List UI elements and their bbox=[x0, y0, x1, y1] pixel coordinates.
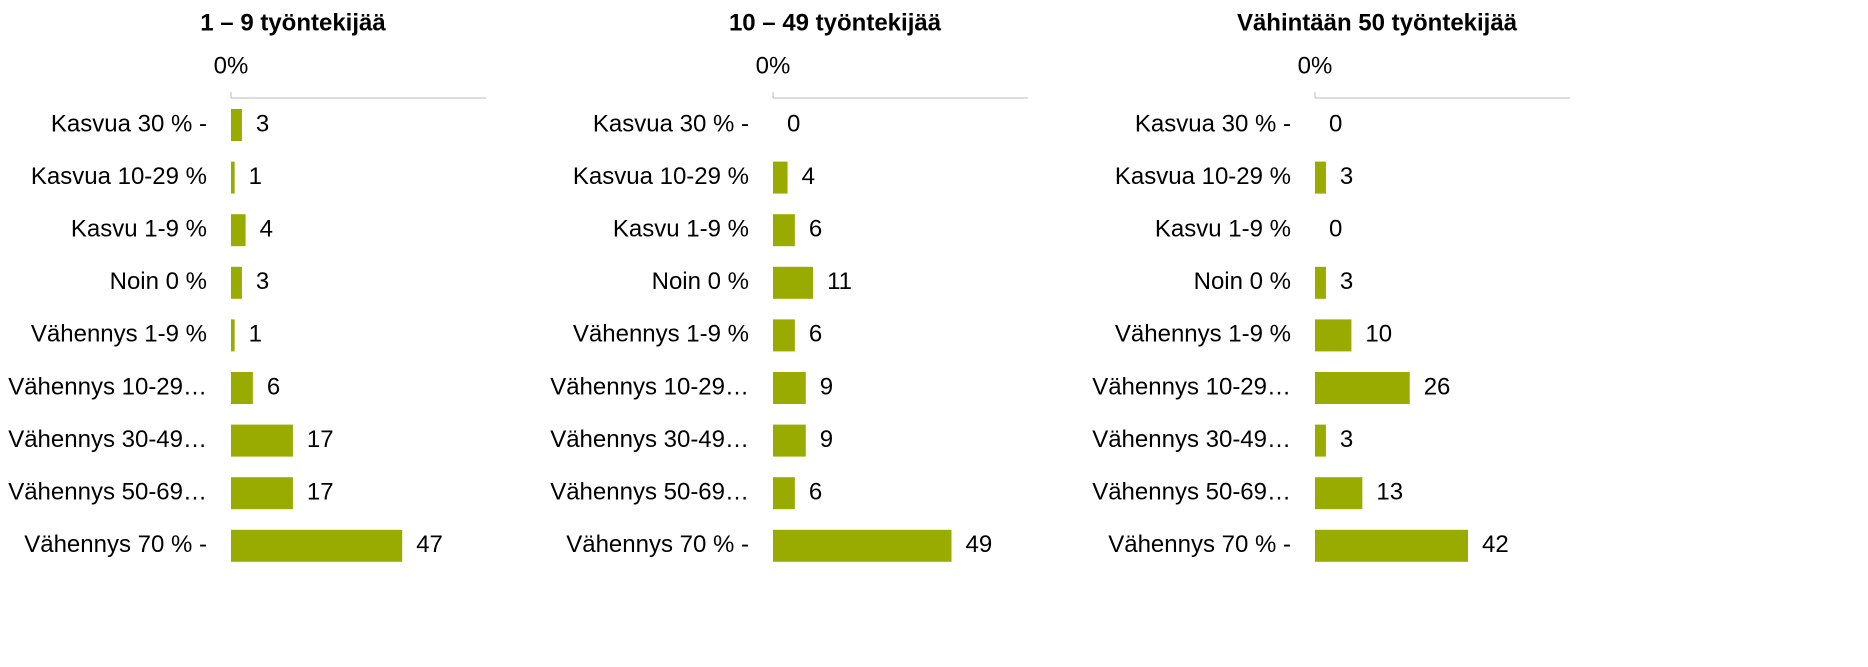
category-label: Noin 0 % bbox=[1194, 268, 1291, 295]
value-label: 26 bbox=[1424, 373, 1451, 400]
bar bbox=[773, 161, 788, 194]
category-label: Kasvua 10-29 % bbox=[1115, 163, 1291, 190]
category-label: Kasvu 1-9 % bbox=[613, 216, 749, 243]
category-label: Noin 0 % bbox=[652, 268, 749, 295]
category-label: Vähennys 50-69… bbox=[8, 479, 207, 506]
category-label: Kasvu 1-9 % bbox=[1155, 216, 1291, 243]
category-label: Kasvua 10-29 % bbox=[573, 163, 749, 190]
value-label: 1 bbox=[249, 163, 262, 190]
value-label: 17 bbox=[307, 426, 334, 453]
category-label: Vähennys 30-49… bbox=[8, 426, 207, 453]
bar bbox=[773, 424, 806, 457]
chart-title: 1 – 9 työntekijää bbox=[200, 9, 386, 36]
category-label: Vähennys 10-29… bbox=[1092, 373, 1291, 400]
bar bbox=[1315, 529, 1468, 562]
bar bbox=[231, 319, 235, 352]
category-label: Vähennys 70 % - bbox=[566, 531, 749, 558]
bar bbox=[1315, 424, 1326, 457]
category-label: Vähennys 1-9 % bbox=[1115, 321, 1291, 348]
bar bbox=[1315, 372, 1410, 404]
category-label: Vähennys 50-69… bbox=[550, 479, 749, 506]
value-label: 47 bbox=[416, 531, 443, 558]
category-label: Vähennys 1-9 % bbox=[31, 321, 207, 348]
category-label: Vähennys 10-29… bbox=[8, 373, 207, 400]
value-label: 6 bbox=[809, 479, 822, 506]
bar bbox=[231, 214, 246, 247]
value-label: 6 bbox=[267, 373, 280, 400]
bar bbox=[231, 529, 403, 562]
value-label: 9 bbox=[820, 373, 833, 400]
category-label: Kasvua 30 % - bbox=[51, 110, 207, 137]
bar bbox=[1315, 266, 1326, 299]
category-label: Noin 0 % bbox=[110, 268, 207, 295]
value-label: 17 bbox=[307, 479, 334, 506]
bar bbox=[773, 266, 814, 299]
category-label: Vähennys 70 % - bbox=[24, 531, 207, 558]
category-label: Vähennys 70 % - bbox=[1108, 531, 1291, 558]
chart-title: 10 – 49 työntekijää bbox=[729, 9, 942, 36]
bar bbox=[773, 477, 795, 510]
value-label: 3 bbox=[256, 110, 269, 137]
value-label: 3 bbox=[1340, 163, 1353, 190]
category-label: Kasvua 30 % - bbox=[1135, 110, 1291, 137]
value-label: 9 bbox=[820, 426, 833, 453]
value-label: 42 bbox=[1482, 531, 1509, 558]
value-label: 49 bbox=[966, 531, 993, 558]
bar bbox=[231, 424, 293, 457]
bar bbox=[231, 477, 293, 510]
category-label: Kasvu 1-9 % bbox=[71, 216, 207, 243]
value-label: 3 bbox=[256, 268, 269, 295]
bar bbox=[231, 109, 242, 141]
category-label: Vähennys 1-9 % bbox=[573, 321, 749, 348]
value-label: 4 bbox=[260, 216, 273, 243]
value-label: 6 bbox=[809, 216, 822, 243]
bar bbox=[1315, 319, 1352, 352]
bar bbox=[231, 266, 242, 299]
bar bbox=[231, 161, 235, 194]
value-label: 0 bbox=[787, 110, 800, 137]
bar bbox=[773, 214, 795, 247]
value-label: 4 bbox=[802, 163, 815, 190]
x-tick-label: 0% bbox=[1298, 52, 1333, 79]
bar bbox=[231, 372, 253, 404]
bar bbox=[1315, 161, 1326, 194]
value-label: 13 bbox=[1376, 479, 1403, 506]
x-tick-label: 0% bbox=[756, 52, 791, 79]
x-tick-label: 0% bbox=[214, 52, 249, 79]
category-label: Kasvua 30 % - bbox=[593, 110, 749, 137]
chart-title: Vähintään 50 työntekijää bbox=[1237, 9, 1518, 36]
value-label: 0 bbox=[1329, 110, 1342, 137]
value-label: 0 bbox=[1329, 216, 1342, 243]
value-label: 6 bbox=[809, 321, 822, 348]
category-label: Vähennys 30-49… bbox=[1092, 426, 1291, 453]
bar bbox=[773, 319, 795, 352]
bar bbox=[1315, 477, 1363, 510]
category-label: Vähennys 10-29… bbox=[550, 373, 749, 400]
bar bbox=[773, 372, 806, 404]
value-label: 10 bbox=[1365, 321, 1392, 348]
category-label: Kasvua 10-29 % bbox=[31, 163, 207, 190]
value-label: 1 bbox=[249, 321, 262, 348]
bar bbox=[773, 529, 952, 562]
category-label: Vähennys 30-49… bbox=[550, 426, 749, 453]
value-label: 11 bbox=[827, 268, 852, 295]
value-label: 3 bbox=[1340, 268, 1353, 295]
category-label: Vähennys 50-69… bbox=[1092, 479, 1291, 506]
value-label: 3 bbox=[1340, 426, 1353, 453]
